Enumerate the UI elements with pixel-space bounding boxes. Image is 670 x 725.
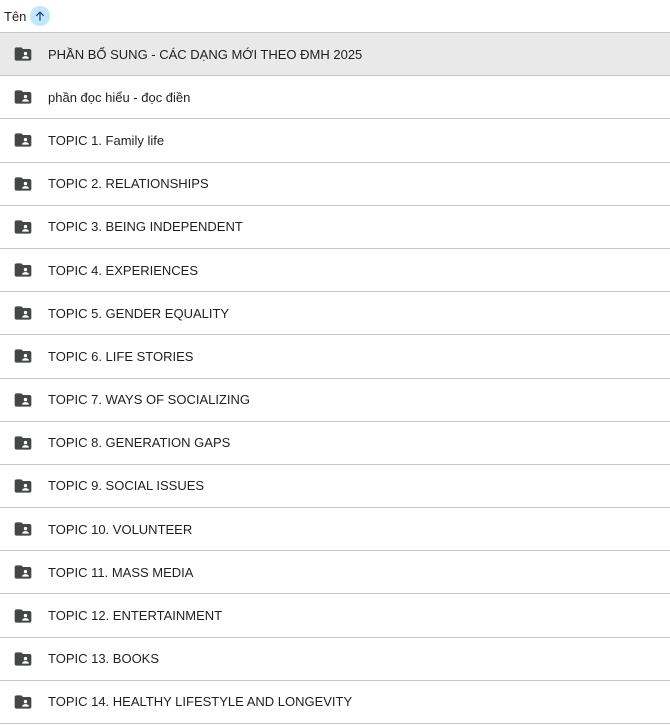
folder-name: TOPIC 12. ENTERTAINMENT [48,608,223,624]
shared-folder-icon [13,390,33,410]
folder-row[interactable]: TOPIC 10. VOLUNTEER [0,508,670,552]
folder-name: TOPIC 10. VOLUNTEER [48,521,193,537]
shared-folder-icon [13,606,33,626]
folder-row[interactable]: TOPIC 5. GENDER EQUALITY [0,292,670,336]
sort-button[interactable] [30,6,51,26]
shared-folder-icon [13,346,33,366]
folder-name: PHẦN BỔ SUNG - CÁC DẠNG MỚI THEO ĐMH 202… [48,46,363,62]
folder-name: TOPIC 2. RELATIONSHIPS [48,176,209,192]
folder-row[interactable]: TOPIC 4. EXPERIENCES [0,249,670,293]
folder-row[interactable]: PHẦN BỔ SUNG - CÁC DẠNG MỚI THEO ĐMH 202… [0,33,670,77]
shared-folder-icon [13,44,33,64]
shared-folder-icon [13,562,33,582]
folder-name: TOPIC 5. GENDER EQUALITY [48,305,230,321]
folder-name: TOPIC 3. BEING INDEPENDENT [48,219,243,235]
shared-folder-icon [13,87,33,107]
folder-row[interactable]: TOPIC 11. MASS MEDIA [0,551,670,595]
shared-folder-icon [13,260,33,280]
folder-name: TOPIC 4. EXPERIENCES [48,262,199,278]
shared-folder-icon [13,649,33,669]
folder-row[interactable]: TOPIC 7. WAYS OF SOCIALIZING [0,379,670,422]
folder-name: TOPIC 11. MASS MEDIA [48,564,194,580]
folder-row[interactable]: TOPIC 3. BEING INDEPENDENT [0,206,670,249]
folder-row[interactable]: TOPIC 13. BOOKS [0,638,670,681]
folder-row[interactable]: TOPIC 14. HEALTHY LIFESTYLE AND LONGEVIT… [0,681,670,724]
shared-folder-icon [13,174,33,194]
shared-folder-icon [13,303,33,323]
shared-folder-icon [13,217,33,237]
folder-row[interactable]: TOPIC 8. GENERATION GAPS [0,422,670,465]
folder-name: phần đọc hiểu - đọc điền [48,89,191,105]
folder-name: TOPIC 8. GENERATION GAPS [48,435,231,451]
shared-folder-icon [13,130,33,150]
folder-row[interactable]: phần đọc hiểu - đọc điền [0,76,670,120]
folder-name: TOPIC 1. Family life [48,132,165,148]
folder-row[interactable]: TOPIC 2. RELATIONSHIPS [0,163,670,206]
folder-row[interactable]: TOPIC 1. Family life [0,119,670,163]
folder-name: TOPIC 14. HEALTHY LIFESTYLE AND LONGEVIT… [48,694,353,710]
shared-folder-icon [13,476,33,496]
name-column-label[interactable]: Tên [4,8,27,24]
shared-folder-icon [13,433,33,453]
folder-list: PHẦN BỔ SUNG - CÁC DẠNG MỚI THEO ĐMH 202… [0,33,670,724]
shared-folder-icon [13,519,33,539]
folder-name: TOPIC 9. SOCIAL ISSUES [48,478,205,494]
column-header: Tên [0,0,670,33]
arrow-up-icon [36,11,45,21]
folder-row[interactable]: TOPIC 12. ENTERTAINMENT [0,594,670,638]
folder-row[interactable]: TOPIC 6. LIFE STORIES [0,335,670,379]
folder-row[interactable]: TOPIC 9. SOCIAL ISSUES [0,465,670,509]
folder-name: TOPIC 7. WAYS OF SOCIALIZING [48,392,251,408]
shared-folder-icon [13,692,33,712]
folder-name: TOPIC 13. BOOKS [48,651,160,667]
folder-name: TOPIC 6. LIFE STORIES [48,348,194,364]
